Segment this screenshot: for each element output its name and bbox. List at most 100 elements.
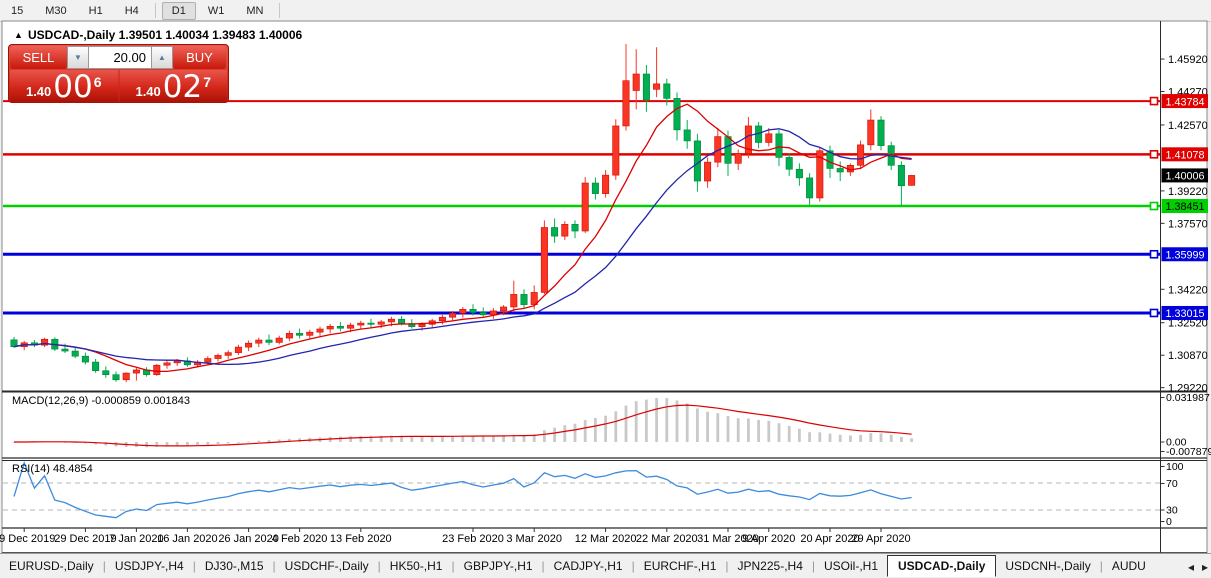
buy-price-prefix: 1.40 [135,84,161,99]
macd-histogram-bar [604,415,607,442]
line-end-marker[interactable] [1149,249,1159,259]
buy-button[interactable]: BUY [173,46,226,69]
indicator-axis-label: -0.007879 [1166,446,1211,458]
macd-histogram-bar [859,434,862,442]
macd-histogram-bar [165,442,169,447]
volume-increase-button[interactable]: ▲ [151,46,173,69]
indicator-axis-label: 100 [1166,461,1184,473]
candlestick [112,374,120,381]
price-level-badge [1161,94,1208,109]
timeframe-button-mn[interactable]: MN [246,4,264,17]
sell-price-button[interactable]: 1.40 00 6 [10,70,118,103]
tab-divider: | [811,559,815,573]
tab-divider: | [192,559,196,573]
macd-histogram-bar [838,434,842,442]
symbol-tab-gbpjpyh1[interactable]: GBPJPY-,H1 [463,559,533,573]
candlestick [561,224,569,237]
macd-histogram-bar [594,418,597,442]
buy-price-point: 7 [203,74,212,90]
candlestick [683,129,691,142]
price-tick-label: 1.34220 [1168,284,1208,296]
macd-histogram-bar [196,442,199,446]
macd-histogram-bar [237,442,240,443]
timeframe-button-m30[interactable]: M30 [45,4,67,17]
macd-histogram-bar [583,420,587,442]
macd-histogram-bar [359,435,363,442]
candlestick [449,312,457,318]
line-end-marker[interactable] [1149,201,1159,211]
symbol-tab-hk50h1[interactable]: HK50-,H1 [389,559,443,573]
volume-decrease-button[interactable]: ▼ [67,46,89,69]
candlestick [153,364,161,375]
candlestick [479,312,487,316]
timeframe-button-15[interactable]: 15 [11,4,24,17]
macd-histogram-bar [206,442,210,445]
candlestick [81,355,89,363]
date-label: 13 Feb 2020 [330,533,392,545]
macd-histogram-bar [696,408,699,442]
candlestick [275,337,283,343]
macd-histogram-bar [869,433,873,442]
macd-histogram-bar [849,435,852,442]
symbol-tab-jpn225h4[interactable]: JPN225-,H4 [737,559,803,573]
candlestick [336,325,344,329]
candlestick [377,321,385,325]
date-label: 22 Mar 2020 [636,533,698,545]
candlestick [214,355,222,359]
timeframe-button-d1[interactable]: D1 [161,1,196,20]
symbol-tab-usdjpyh4[interactable]: USDJPY-,H4 [114,559,184,573]
candlestick [285,333,293,339]
macd-histogram-bar [889,434,893,442]
timeframe-toolbar: 15 M30 H1 H4 D1 W1 MN [0,0,1211,22]
date-label: 16 Jan 2020 [157,533,218,545]
tab-divider: | [725,559,729,573]
timeframe-button-h1[interactable]: H1 [88,4,103,17]
macd-histogram-bar [247,441,250,443]
macd-histogram-bar [267,440,271,442]
symbol-tab-cadjpyh1[interactable]: CADJPY-,H1 [553,559,623,573]
volume-input[interactable] [89,46,151,69]
symbol-tab-usdcnhdaily[interactable]: USDCNH-,Daily [1005,559,1091,573]
price-tick-label: 1.29220 [1168,383,1208,395]
symbol-tab-dj30m15[interactable]: DJ30-,M15 [204,559,264,573]
timeframe-button-w1[interactable]: W1 [207,4,225,17]
candlestick [438,316,446,322]
tab-divider: | [631,559,635,573]
date-label: 4 Feb 2020 [272,533,328,545]
chart-title: USDCAD-,Daily 1.39501 1.40034 1.39483 1.… [28,28,303,42]
candlestick [591,182,599,194]
indicator-axis-label: 0 [1166,516,1172,528]
macd-histogram-bar [665,398,669,442]
macd-histogram-bar [461,435,465,442]
macd-histogram-bar [900,437,903,442]
symbol-tab-usdcaddaily[interactable]: USDCAD-,Daily [887,555,997,577]
tab-scroll-right-icon[interactable]: ▸ [1201,560,1208,574]
collapse-arrow-icon[interactable]: ▲ [14,30,23,40]
candlestick [296,333,304,336]
macd-histogram-bar [257,440,261,442]
line-end-marker[interactable] [1149,150,1159,159]
candlestick [520,294,528,305]
tab-divider: | [272,559,276,573]
line-end-marker[interactable] [1149,96,1159,106]
candlestick [306,331,314,336]
symbol-tab-usoilh1[interactable]: USOil-,H1 [824,559,879,573]
symbol-tab-audu[interactable]: AUDU [1111,559,1146,573]
sell-button[interactable]: SELL [10,46,67,69]
tab-scroll-left-icon[interactable]: ◂ [1187,560,1194,574]
candlestick [734,153,742,164]
macd-histogram-bar [634,401,638,442]
line-end-marker[interactable] [1149,308,1159,318]
candlestick [775,133,783,158]
date-label: 23 Feb 2020 [442,533,504,545]
date-label: 9 Apr 2020 [742,533,795,545]
symbol-tab-usdchfdaily[interactable]: USDCHF-,Daily [284,559,369,573]
timeframe-button-h4[interactable]: H4 [124,4,139,17]
chart-plot-area[interactable] [1,20,1208,554]
macd-histogram-bar [492,435,495,442]
symbol-tab-eurchfh1[interactable]: EURCHF-,H1 [643,559,717,573]
buy-price-button[interactable]: 1.40 02 7 [119,70,227,103]
symbol-tab-eurusddaily[interactable]: EURUSD-,Daily [9,559,94,573]
price-level-badge-label: 1.41078 [1166,150,1205,162]
candlestick [224,352,232,356]
